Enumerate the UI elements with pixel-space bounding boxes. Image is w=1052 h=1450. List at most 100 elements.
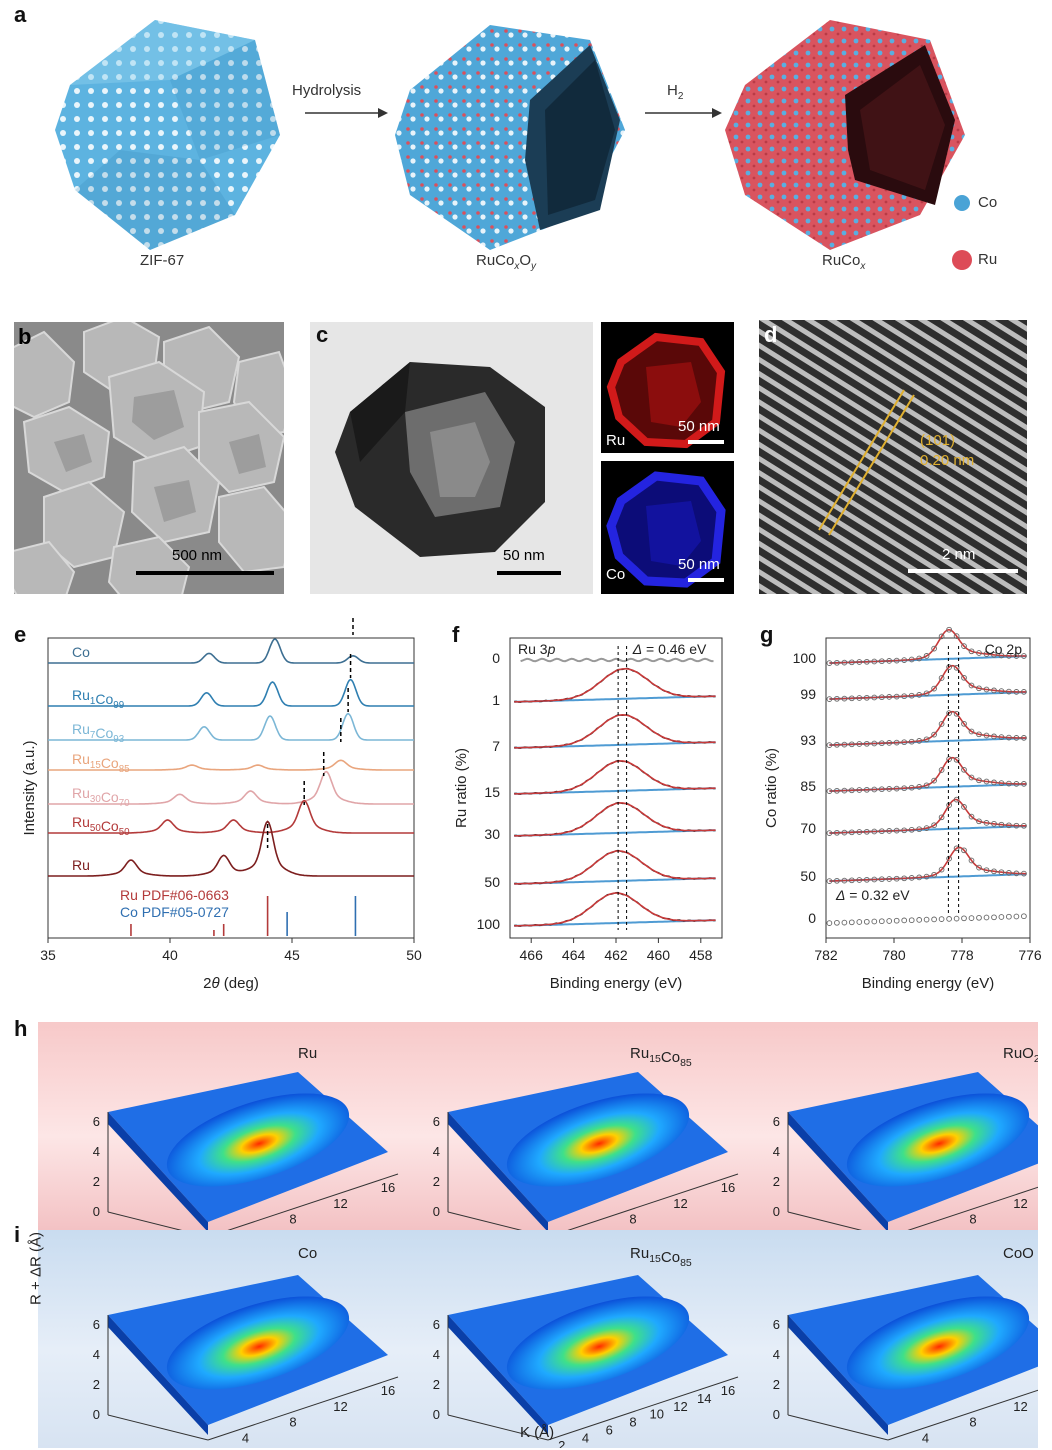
wt-x-tick-label: 16 [721,1180,735,1195]
ru3p-ratio-label: 50 [484,874,500,890]
wt-y-tick-label: 2 [433,1174,440,1189]
ru3p-ratio-label: 100 [477,916,501,932]
co2p-data-point [1006,780,1012,787]
wt-title: Co [298,1245,317,1262]
co2p-data-point [991,733,997,740]
co2p-data-point [841,695,848,702]
co2p-data-point [848,695,855,702]
xrd-chart: Co Ru1Co99 Ru7Co93 Ru15Co85 Ru30Co70 Ru50Co50… [21,618,422,992]
co2p-data-point [856,695,863,701]
co2p-data-point [938,675,945,681]
wt-title: RuO2 [1003,1045,1038,1065]
ru-map-label: Ru [606,432,626,449]
wt-y-tick-label: 0 [773,1407,780,1422]
co2p-data-point [863,694,870,701]
legend-co-label: Co [978,194,998,211]
wt-x-tick-label: 12 [333,1399,347,1414]
panel-label-a: a [14,2,27,27]
co2p-data-point [946,664,952,670]
co2p-data-point [834,695,840,702]
co2p-data-point [983,651,990,657]
co2p-data-point [856,659,863,665]
xrd-series-line [48,638,414,664]
co2p-data-point [976,914,982,921]
wt-y-tick-label: 0 [433,1204,440,1219]
co2p-data-point [938,721,945,727]
co2p-data-point [961,915,967,922]
wt-y-tick-label: 6 [93,1317,100,1332]
wt-title: Ru15Co85 [630,1045,692,1069]
co2p-data-point [923,736,930,743]
co2p-data-point [856,741,863,747]
co2p-data-point [878,658,885,665]
co2p-y-axis-label: Co ratio (%) [763,748,780,828]
wt-y-tick-label: 4 [773,1347,780,1362]
wt-x-tick-label: 2 [558,1438,565,1448]
rucox-label: RuCox [822,252,866,272]
wt-x-tick-label: 4 [242,1430,249,1445]
xrd-series-label: Ru7Co93 [72,721,125,745]
wt-y-tick-label: 4 [433,1144,440,1159]
co2p-ratio-label: 85 [800,778,816,794]
wt-x-tick-label: 10 [650,1407,664,1422]
co2p-data-point [998,914,1005,920]
co2p-data-point [908,875,915,881]
ru3p-curve-zero [520,657,714,663]
sem-scale-bar [136,571,274,575]
ru3p-y-axis-label: Ru ratio (%) [453,748,470,828]
co2p-data-point [998,821,1005,828]
co2p-data-point [886,828,893,834]
panel-label-b: b [18,324,32,349]
wt-y-tick-label: 6 [773,1317,780,1332]
co2p-data-point [976,731,982,738]
co-map-scale-bar [688,578,724,582]
r-axis-label: R + ΔR (Å) [16,1210,56,1330]
xrd-series-label: Ru50Co50 [72,814,130,838]
co2p-data-point [878,876,885,883]
co2p-data-point [1006,870,1012,876]
wt-y-tick-label: 6 [433,1317,440,1332]
co2p-data-point [826,920,833,926]
co2p-ratio-label: 93 [800,732,816,748]
h2-label: H2 [667,82,684,102]
exafs-wt-co-row: 0 2 4 6 0 4 8 12 16 Co 0 2 4 6 0 2 4 6 8 10 12 14 16 Ru15Co85 0 2… [93,1245,1038,1448]
co2p-data-point [931,645,937,652]
co2p-x-tick-label: 776 [1018,947,1042,963]
co2p-data-point [968,915,975,921]
wt-x-tick-label: 6 [606,1422,613,1437]
panel-label-e: e [14,622,27,647]
co2p-fit [829,710,1027,746]
co2p-data-point [848,829,855,836]
co2p-data-point [841,741,848,748]
co2p-data-point [938,633,945,640]
co2p-data-point [976,685,982,692]
co2p-data-point [901,785,908,792]
co2p-data-point [991,868,997,875]
co2p-data-point [863,658,870,665]
zif67-label: ZIF-67 [140,252,185,269]
wt-surface-hill [506,1296,690,1390]
co2p-data-point [998,734,1005,740]
ru-map-scale-text: 50 nm [678,418,720,435]
co2p-data-point [1013,913,1020,920]
wt-x-tick-label: 12 [1013,1399,1027,1414]
ru-eds-map [601,322,734,453]
co2p-data-point [968,682,975,689]
co2p-fit [829,664,1027,700]
wt-surface-edge [788,1315,888,1435]
co2p-data-point [871,740,878,747]
co2p-data-point [998,780,1005,786]
xrd-x-tick-label: 35 [40,947,56,963]
ru3p-ratio-label: 0 [492,650,500,666]
ru3p-fit [514,713,716,749]
xrd-series-label: Co [72,644,90,660]
wt-y-tick-label: 2 [93,1377,100,1392]
co-eds-map [601,461,734,594]
co2p-data-point [1013,653,1020,659]
co2p-data-point [901,657,908,663]
wt-x-tick-label: 0 [520,1446,527,1448]
co2p-data-point [953,915,960,922]
xrd-x-tick-label: 50 [406,947,422,963]
co2p-data-point [916,738,923,744]
co2p-data-point [938,767,945,773]
